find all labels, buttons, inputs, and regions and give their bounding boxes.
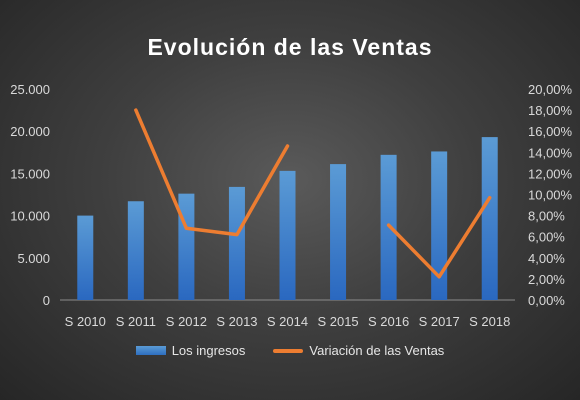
x-axis-tick-label: S 2011 <box>116 314 156 329</box>
right-axis-tick-label: 16,00% <box>528 124 573 139</box>
legend-swatch-line <box>273 348 304 353</box>
left-axis-tick-label: 10.000 <box>10 209 50 224</box>
x-axis-tick-label: S 2012 <box>166 314 207 329</box>
right-axis-tick-label: 2,00% <box>528 272 565 287</box>
legend-label: Los ingresos <box>171 343 246 358</box>
right-axis-tick-label: 18,00% <box>528 103 573 118</box>
bar-los-ingresos[interactable] <box>77 215 94 300</box>
right-axis-tick-label: 4,00% <box>528 251 565 266</box>
right-axis-tick-label: 20,00% <box>528 82 573 97</box>
bar-los-ingresos[interactable] <box>178 193 195 300</box>
legend-label: Variación de las Ventas <box>309 343 445 358</box>
legend: Los ingresos Variación de las Ventas <box>0 343 580 358</box>
legend-item-los-ingresos[interactable]: Los ingresos <box>135 343 246 358</box>
x-axis-tick-label: S 2010 <box>65 314 106 329</box>
right-axis-tick-label: 0,00% <box>528 293 565 308</box>
right-axis-tick-label: 6,00% <box>528 230 565 245</box>
right-axis-tick-label: 10,00% <box>528 188 573 203</box>
x-axis-tick-label: S 2015 <box>317 314 358 329</box>
x-axis-tick-label: S 2013 <box>216 314 257 329</box>
legend-item-variacion[interactable]: Variación de las Ventas <box>273 343 444 358</box>
line-variacion-segment[interactable] <box>386 195 492 279</box>
x-axis-tick-label: S 2016 <box>368 314 409 329</box>
bar-los-ingresos[interactable] <box>228 186 245 300</box>
left-axis-tick-label: 5.000 <box>17 251 50 266</box>
left-axis-tick-label: 15.000 <box>10 166 50 181</box>
right-axis-tick-label: 12,00% <box>528 166 573 181</box>
legend-swatch-bar <box>135 346 166 355</box>
left-axis-tick-label: 0 <box>43 293 50 308</box>
right-axis-tick-label: 8,00% <box>528 209 565 224</box>
x-axis-tick-label: S 2018 <box>469 314 510 329</box>
left-axis-tick-label: 25.000 <box>10 82 50 97</box>
bar-los-ingresos[interactable] <box>330 164 347 300</box>
chart-title: Evolución de las Ventas <box>147 34 433 60</box>
left-axis-tick-label: 20.000 <box>10 124 50 139</box>
x-axis-tick-label: S 2014 <box>267 314 308 329</box>
bar-los-ingresos[interactable] <box>481 137 498 300</box>
x-axis-tick-label: S 2017 <box>419 314 460 329</box>
bar-los-ingresos[interactable] <box>431 151 448 300</box>
bar-los-ingresos[interactable] <box>279 170 296 300</box>
right-axis-tick-label: 14,00% <box>528 145 573 160</box>
bar-los-ingresos[interactable] <box>127 201 144 300</box>
line-variacion-segment[interactable] <box>134 108 290 237</box>
